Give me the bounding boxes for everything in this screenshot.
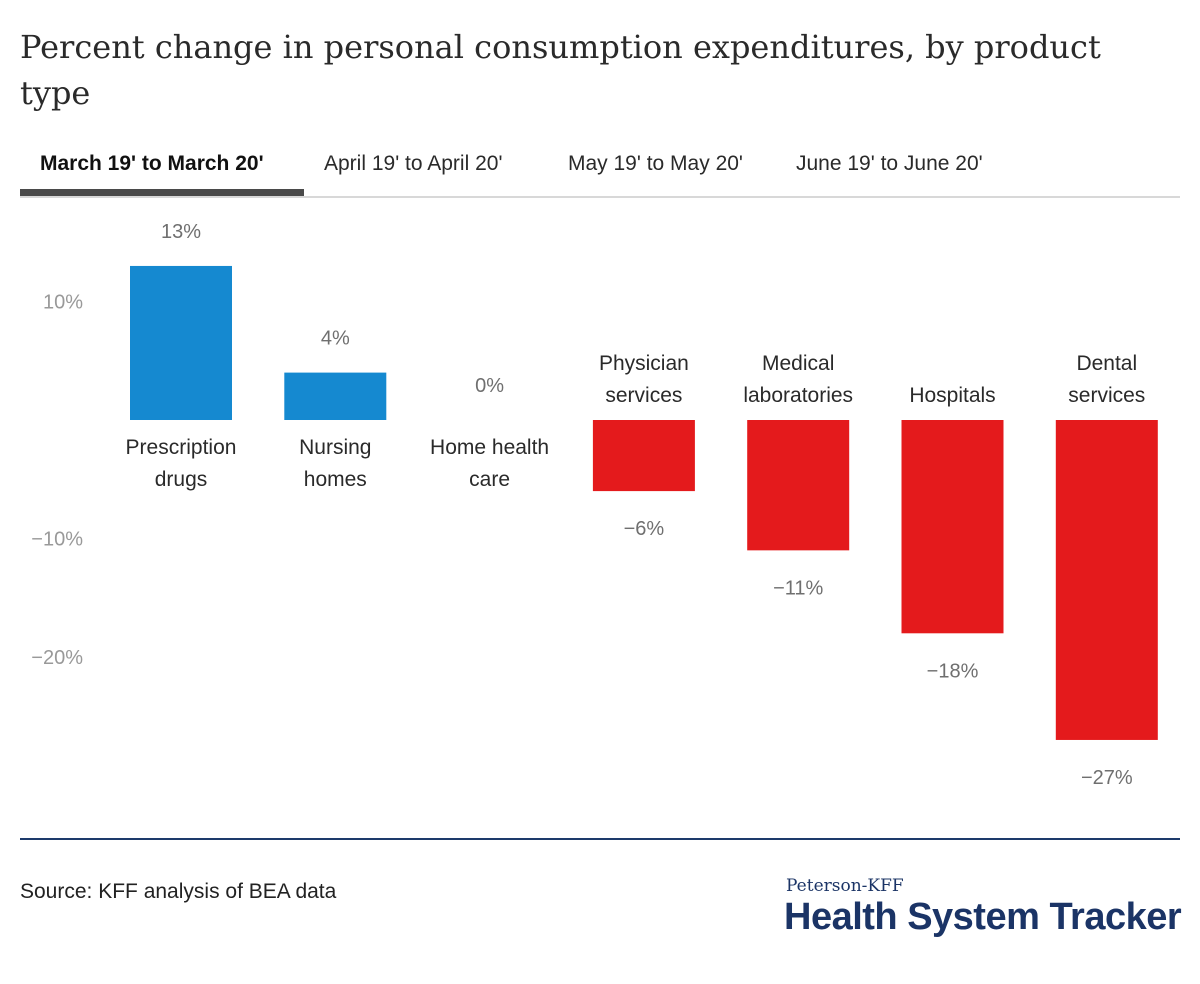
data-label: −11%: [773, 577, 823, 599]
footer-divider: [20, 838, 1180, 840]
category-label: Dental: [1076, 352, 1137, 375]
source-note: Source: KFF analysis of BEA data: [20, 880, 337, 903]
tab-may[interactable]: May 19' to May 20': [568, 152, 743, 175]
logo-health-system-tracker: Health System Tracker: [784, 896, 1182, 938]
chart-title: Percent change in personal consumption e…: [20, 28, 1101, 112]
tab-april[interactable]: April 19' to April 20': [324, 152, 503, 175]
tab-june[interactable]: June 19' to June 20': [796, 152, 983, 175]
data-label: −6%: [624, 518, 665, 540]
category-label: services: [605, 384, 682, 407]
y-tick-label: −20%: [31, 647, 83, 669]
data-label: 13%: [161, 221, 201, 243]
category-label: Prescription: [126, 436, 237, 459]
bar: [901, 420, 1004, 634]
bar: [284, 372, 387, 420]
data-label: 0%: [475, 375, 504, 397]
category-label: Hospitals: [909, 384, 995, 407]
bar: [592, 420, 695, 492]
category-label: Physician: [599, 352, 689, 375]
data-label: −27%: [1081, 767, 1133, 789]
bar: [1055, 420, 1158, 740]
bar-chart: 10% −10% −20% 13% Prescription drugs 4% Nursing…: [31, 221, 1158, 789]
period-tabs: March 19' to March 20' April 19' to Apri…: [20, 140, 1180, 198]
category-label: Nursing: [299, 436, 371, 459]
category-label: laboratories: [743, 384, 853, 407]
y-tick-label: 10%: [43, 292, 83, 314]
category-label: homes: [304, 468, 367, 491]
tab-march[interactable]: March 19' to March 20': [20, 140, 304, 196]
y-tick-label: −10%: [31, 529, 83, 551]
bar: [130, 265, 232, 420]
data-label: 4%: [321, 328, 350, 350]
category-label: Home health: [430, 436, 549, 459]
bar: [747, 420, 850, 551]
logo-peterson-kff: Peterson-KFF: [786, 876, 904, 896]
category-label: care: [469, 468, 510, 491]
category-label: drugs: [155, 468, 208, 491]
category-label: Medical: [762, 352, 834, 375]
category-label: services: [1068, 384, 1145, 407]
data-label: −18%: [927, 660, 979, 682]
